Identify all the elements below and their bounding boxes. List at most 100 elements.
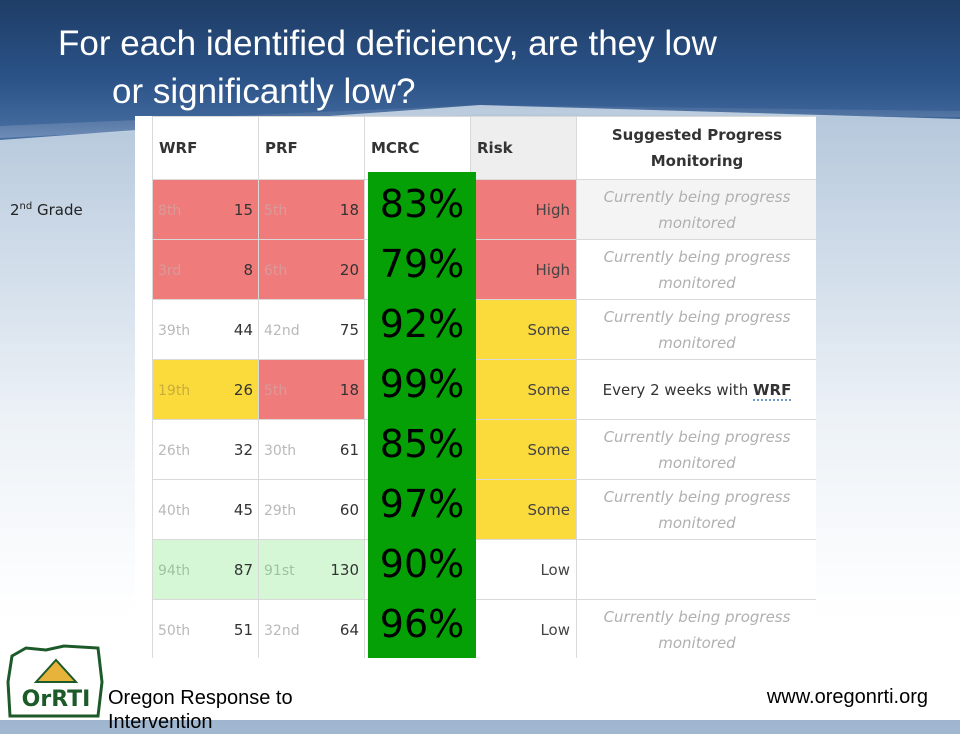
prf-percentile: 32nd — [264, 622, 300, 639]
wrf-score: 45 — [233, 500, 253, 519]
grade-word: Grade — [37, 201, 83, 219]
mcrc-value: 99% — [379, 362, 465, 406]
prf-percentile: 5th — [264, 382, 288, 399]
wrf-percentile: 39th — [158, 322, 191, 339]
prf-percentile: 5th — [264, 202, 288, 219]
table-row: 50th 51 32nd 64 Low Currently being progre… — [152, 599, 816, 658]
footer-organization: Oregon Response to Intervention — [108, 686, 293, 734]
risk-cell: Some — [470, 479, 577, 540]
prf-cell: 5th 18 — [258, 179, 365, 240]
wrf-percentile: 19th — [158, 382, 191, 399]
table-row: 26th 32 30th 61 Some Currently being progr… — [152, 419, 816, 480]
wrf-percentile: 26th — [158, 442, 191, 459]
prf-cell: 32nd 64 — [258, 599, 365, 658]
mcrc-value: 79% — [379, 242, 465, 286]
spm-cell: Currently being progress monitored — [576, 239, 816, 300]
wrf-cell: 39th 44 — [152, 299, 259, 360]
wrf-cell: 50th 51 — [152, 599, 259, 658]
prf-score: 75 — [339, 320, 359, 339]
table-header-row: WRF PRF MCRC Risk Suggested Progress Mon… — [152, 116, 816, 180]
wrf-score: 44 — [233, 320, 253, 339]
wrf-abbreviation[interactable]: WRF — [752, 380, 792, 401]
wrf-cell: 94th 87 — [152, 539, 259, 600]
wrf-cell: 19th 26 — [152, 359, 259, 420]
mcrc-value: 90% — [379, 542, 465, 586]
table-row: 94th 87 91st 130 Low — [152, 539, 816, 600]
prf-score: 60 — [339, 500, 359, 519]
prf-score: 61 — [339, 440, 359, 459]
prf-percentile: 42nd — [264, 322, 300, 339]
mcrc-value: 92% — [379, 302, 465, 346]
mcrc-highlight-overlay: 83% 79% 92% 99% 85% 97% 90% 96% — [368, 172, 476, 658]
mcrc-value: 97% — [379, 482, 465, 526]
header-wrf: WRF — [152, 116, 259, 180]
slide-title: For each identified deficiency, are they… — [58, 20, 938, 116]
wrf-score: 51 — [233, 620, 253, 639]
table-row: 3rd 8 6th 20 High Currently being progress… — [152, 239, 816, 300]
spm-cell: Currently being progress monitored — [576, 179, 816, 240]
mcrc-value: 83% — [379, 182, 465, 226]
wrf-score: 26 — [233, 380, 253, 399]
slide-title-line1: For each identified deficiency, are they… — [58, 24, 717, 63]
wrf-percentile: 3rd — [158, 262, 182, 279]
table-row: 40th 45 29th 60 Some Currently being progr… — [152, 479, 816, 540]
spm-text: Every 2 weeks with — [602, 380, 749, 399]
grade-label: 2nd Grade — [10, 201, 83, 219]
prf-percentile: 6th — [264, 262, 288, 279]
table-row: 19th 26 5th 18 Some Every 2 weeks with WRF — [152, 359, 816, 420]
wrf-cell: 3rd 8 — [152, 239, 259, 300]
prf-score: 20 — [339, 260, 359, 279]
header-suggested-progress-monitoring: Suggested Progress Monitoring — [576, 116, 816, 180]
spm-cell — [576, 539, 816, 600]
mcrc-value: 96% — [379, 602, 465, 646]
risk-cell: Some — [470, 299, 577, 360]
header-risk: Risk — [470, 116, 577, 180]
wrf-percentile: 94th — [158, 562, 191, 579]
orrti-logo: OrRTI — [6, 644, 104, 718]
prf-cell: 29th 60 — [258, 479, 365, 540]
wrf-score: 32 — [233, 440, 253, 459]
prf-cell: 91st 130 — [258, 539, 365, 600]
wrf-score: 87 — [233, 560, 253, 579]
wrf-cell: 26th 32 — [152, 419, 259, 480]
wrf-score: 15 — [233, 200, 253, 219]
footer-url[interactable]: www.oregonrti.org — [766, 686, 928, 708]
prf-score: 64 — [339, 620, 359, 639]
prf-percentile: 29th — [264, 502, 297, 519]
wrf-score: 8 — [243, 260, 253, 279]
spm-cell: Every 2 weeks with WRF — [576, 359, 816, 420]
risk-cell: Some — [470, 419, 577, 480]
wrf-percentile: 40th — [158, 502, 191, 519]
prf-cell: 42nd 75 — [258, 299, 365, 360]
wrf-percentile: 8th — [158, 202, 182, 219]
spm-cell: Currently being progress monitored — [576, 419, 816, 480]
prf-score: 130 — [330, 560, 359, 579]
mcrc-value: 85% — [379, 422, 465, 466]
prf-cell: 30th 61 — [258, 419, 365, 480]
svg-text:OrRTI: OrRTI — [22, 687, 91, 712]
spm-cell: Currently being progress monitored — [576, 599, 816, 658]
table-row: 8th 15 5th 18 High Currently being progres… — [152, 179, 816, 240]
footer-org-line1: Oregon Response to — [108, 687, 293, 709]
footer-org-line2: Intervention — [108, 711, 213, 733]
wrf-percentile: 50th — [158, 622, 191, 639]
prf-cell: 6th 20 — [258, 239, 365, 300]
grade-suffix: nd — [19, 201, 33, 212]
header-mcrc: MCRC — [364, 116, 471, 180]
risk-cell: Some — [470, 359, 577, 420]
slide-title-line2: or significantly low? — [112, 72, 416, 111]
risk-cell: High — [470, 239, 577, 300]
prf-score: 18 — [339, 380, 359, 399]
prf-cell: 5th 18 — [258, 359, 365, 420]
prf-percentile: 30th — [264, 442, 297, 459]
grade-number: 2 — [10, 201, 20, 219]
wrf-cell: 8th 15 — [152, 179, 259, 240]
risk-cell: Low — [470, 599, 577, 658]
spm-cell: Currently being progress monitored — [576, 479, 816, 540]
header-prf: PRF — [258, 116, 365, 180]
screening-table: WRF PRF MCRC Risk Suggested Progress Mon… — [152, 116, 816, 658]
spm-cell: Currently being progress monitored — [576, 299, 816, 360]
wrf-cell: 40th 45 — [152, 479, 259, 540]
table-row: 39th 44 42nd 75 Some Currently being progr… — [152, 299, 816, 360]
risk-cell: Low — [470, 539, 577, 600]
